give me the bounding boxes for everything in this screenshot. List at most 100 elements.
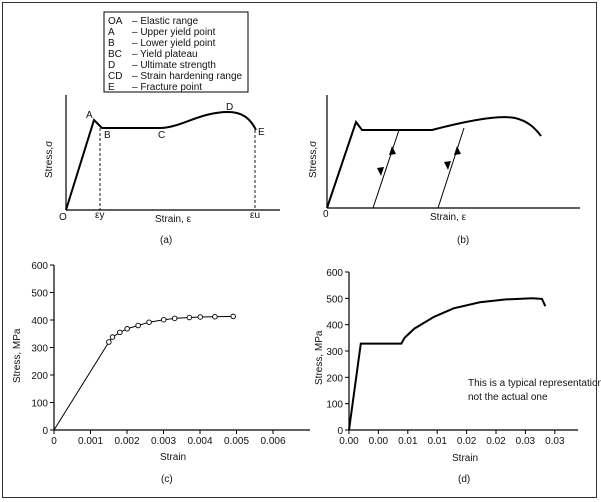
x-tick-label: 0.004 bbox=[187, 436, 212, 447]
x-tick-label: 0 bbox=[51, 436, 57, 447]
panel-a-epsilon-y: εy bbox=[95, 210, 104, 221]
panel-d-note-line-2: not the actual one bbox=[468, 392, 548, 403]
panel-a-point-C: C bbox=[158, 130, 165, 141]
x-tick-label: 0.03 bbox=[516, 436, 536, 447]
legend-key: BC bbox=[108, 49, 122, 60]
x-tick-label: 0.006 bbox=[260, 436, 285, 447]
data-point bbox=[124, 326, 130, 332]
panel-c-markers bbox=[106, 313, 236, 345]
panel-d: 0.00 0.00 0.01 0.01 0.02 0.02 0.03 0.03 0 100 200 3… bbox=[314, 268, 601, 485]
panel-b-unload-line-2 bbox=[437, 127, 465, 209]
x-tick-label: 0.001 bbox=[78, 436, 103, 447]
legend-key: D bbox=[108, 60, 115, 71]
panel-d-data-line bbox=[348, 297, 547, 431]
y-tick-label: 600 bbox=[31, 261, 48, 272]
data-point bbox=[135, 322, 141, 329]
panel-c-x-label: Strain bbox=[160, 452, 186, 463]
panel-b-arrow-down-1 bbox=[389, 146, 396, 155]
y-tick-label: 600 bbox=[326, 268, 343, 279]
x-tick-label: 0.02 bbox=[457, 436, 477, 447]
panel-b-y-label: Stress,σ bbox=[308, 140, 319, 178]
panel-a-y-label: Stress,σ bbox=[44, 140, 55, 178]
panel-a-point-E: E bbox=[258, 127, 265, 138]
legend-key: CD bbox=[108, 71, 122, 82]
panel-c-ticks: 0 0.001 0.002 0.003 0.004 0.005 0.006 0 100 200 30… bbox=[31, 261, 286, 447]
panel-a-origin-label: O bbox=[59, 212, 67, 223]
legend-text: – Ultimate strength bbox=[132, 60, 216, 71]
panel-d-note-line-1: This is a typical representation, bbox=[468, 378, 601, 389]
y-tick-label: 100 bbox=[326, 400, 343, 411]
y-tick-label: 0 bbox=[42, 426, 48, 437]
panel-d-x-label: Strain bbox=[452, 453, 478, 464]
panel-d-caption: (d) bbox=[458, 474, 470, 485]
y-tick-label: 400 bbox=[326, 321, 343, 332]
y-tick-label: 300 bbox=[326, 347, 343, 358]
legend-key: E bbox=[108, 82, 115, 93]
y-tick-label: 200 bbox=[31, 371, 48, 382]
data-point bbox=[109, 334, 116, 340]
x-tick-label: 0.02 bbox=[486, 436, 506, 447]
panel-a-point-A: A bbox=[86, 110, 93, 121]
legend-text: – Upper yield point bbox=[132, 27, 216, 38]
x-tick-label: 0.01 bbox=[398, 436, 418, 447]
legend-key: OA bbox=[108, 16, 123, 27]
legend-text: – Strain hardening range bbox=[132, 71, 243, 82]
data-point bbox=[117, 329, 123, 336]
figure-frame bbox=[2, 2, 597, 498]
y-tick-label: 0 bbox=[337, 426, 343, 437]
data-point bbox=[160, 316, 167, 323]
data-point bbox=[106, 339, 112, 345]
panel-c-caption: (c) bbox=[161, 474, 173, 485]
panel-b-caption: (b) bbox=[457, 235, 469, 246]
y-tick-label: 400 bbox=[31, 316, 48, 327]
data-point bbox=[171, 315, 178, 322]
panel-c-y-label: Stress, MPa bbox=[12, 328, 23, 383]
panel-a-point-D: D bbox=[226, 102, 233, 113]
data-point bbox=[212, 313, 218, 320]
x-tick-label: 0.00 bbox=[339, 436, 359, 447]
panel-a-point-B: B bbox=[104, 130, 111, 141]
panel-a-epsilon-u: εu bbox=[250, 210, 260, 221]
data-point bbox=[197, 314, 204, 320]
panel-a-stress-strain-curve bbox=[65, 110, 257, 211]
panel-b: 0 Strain, ε Stress,σ (b) bbox=[308, 95, 580, 246]
x-tick-label: 0.00 bbox=[369, 436, 389, 447]
y-tick-label: 200 bbox=[326, 373, 343, 384]
panel-a-x-label: Strain, ε bbox=[155, 214, 192, 225]
panel-a-caption: (a) bbox=[160, 235, 172, 246]
panel-c-data-line bbox=[53, 315, 234, 431]
legend-text: – Lower yield point bbox=[132, 38, 216, 49]
legend-key: A bbox=[108, 27, 115, 38]
data-point bbox=[186, 314, 193, 321]
panel-b-x-label: Strain, ε bbox=[430, 212, 467, 223]
panel-c: 0 0.001 0.002 0.003 0.004 0.005 0.006 0 100 200 30… bbox=[12, 261, 310, 485]
data-point bbox=[230, 313, 236, 320]
x-tick-label: 0.003 bbox=[151, 436, 176, 447]
panel-d-y-label: Stress, MPa bbox=[314, 330, 325, 385]
y-tick-label: 300 bbox=[31, 344, 48, 355]
panel-b-origin-label: 0 bbox=[323, 209, 329, 220]
x-tick-label: 0.002 bbox=[114, 436, 139, 447]
panel-b-stress-strain-curve bbox=[326, 116, 542, 209]
panel-b-arrow-up-2 bbox=[444, 161, 451, 170]
legend-key: B bbox=[108, 38, 115, 49]
panel-b-arrow-up-1 bbox=[377, 167, 384, 176]
y-tick-label: 500 bbox=[326, 294, 343, 305]
data-point bbox=[146, 319, 152, 325]
x-tick-label: 0.03 bbox=[545, 436, 565, 447]
panel-a-legend bbox=[103, 11, 249, 93]
x-tick-label: 0.01 bbox=[427, 436, 447, 447]
panel-b-unload-line-1 bbox=[372, 129, 400, 209]
legend-text: – Fracture point bbox=[132, 82, 202, 93]
x-tick-label: 0.005 bbox=[224, 436, 249, 447]
panel-a: O A B C D E εy εu Strain, ε Stress,σ (a)… bbox=[44, 11, 280, 246]
y-tick-label: 100 bbox=[31, 399, 48, 410]
legend-text: – Yield plateau bbox=[132, 49, 198, 60]
legend-text: – Elastic range bbox=[132, 16, 199, 27]
y-tick-label: 500 bbox=[31, 289, 48, 300]
panel-b-arrow-down-2 bbox=[454, 146, 461, 155]
panel-a-legend-rows: OA – Elastic range A – Upper yield point B – … bbox=[108, 16, 243, 93]
panel-d-ticks: 0.00 0.00 0.01 0.01 0.02 0.02 0.03 0.03 0 100 200 3… bbox=[326, 268, 565, 447]
